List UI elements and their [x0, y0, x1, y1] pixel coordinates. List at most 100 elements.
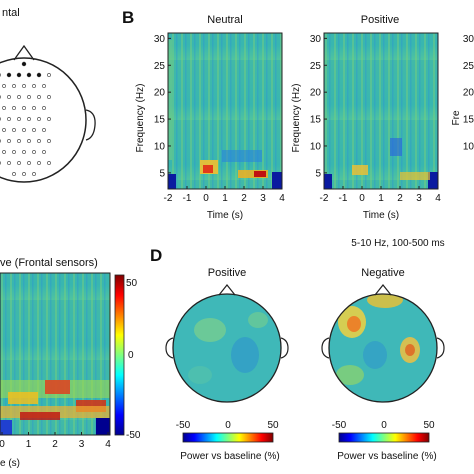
panel-c-colorbar	[114, 274, 125, 436]
tf-plot-ylabel: Frequency (Hz)	[291, 84, 302, 153]
sensor-dot	[47, 95, 51, 99]
sensor-dot	[16, 72, 22, 78]
tick-label: -1	[339, 193, 348, 204]
panel-c-colorbar-tick: 50	[126, 278, 138, 289]
colorbar-tick: -50	[332, 420, 347, 431]
tf-plot-xlabel: Time (s)	[207, 210, 243, 221]
tick-label: 2	[52, 439, 58, 450]
topomap-colorbar: -50 0 50 Power vs baseline (%)	[176, 420, 280, 462]
tick-label: -1	[183, 193, 192, 204]
tf-plot-partial: 30 25 20 15 10 Fre	[451, 34, 474, 153]
sensor-dot	[42, 84, 46, 88]
sensor-dot	[17, 161, 21, 165]
sensor-dot	[0, 95, 1, 99]
tick-label: 20	[463, 88, 474, 99]
sensor-dot	[2, 84, 6, 88]
tick-label: 10	[310, 141, 322, 152]
sensor-dot	[12, 106, 16, 110]
partial-ylabel: Fre	[451, 110, 462, 125]
sensor-dot	[47, 161, 51, 165]
sensor-dot	[22, 106, 26, 110]
sensor-dot	[0, 161, 1, 165]
tf-heatmap	[168, 33, 282, 189]
sensor-dot	[17, 139, 21, 143]
panel-a-head	[0, 44, 96, 183]
topomap-negative: Negative	[321, 267, 445, 403]
tick-label: 15	[154, 115, 166, 126]
tf-heatmap-features	[324, 138, 438, 189]
tick-label: 2	[241, 193, 247, 204]
sensor-dot	[37, 95, 41, 99]
sensor-dot	[2, 106, 6, 110]
tf-plot-yticks: 30 25 20 15 10 5	[310, 34, 327, 179]
partial-yticks: 30 25 20 15 10	[463, 34, 474, 153]
nose-icon	[374, 284, 392, 296]
tick-label: 1	[378, 193, 384, 204]
colorbar-tick: -50	[176, 420, 191, 431]
tick-label: 3	[79, 439, 85, 450]
colorbar-tick: 50	[267, 420, 279, 431]
sensor-dot	[7, 139, 11, 143]
sensor-dot	[27, 95, 31, 99]
tick-label: -2	[164, 193, 173, 204]
sensor-dot	[7, 161, 11, 165]
sensor-dot	[7, 117, 11, 121]
sensor-dot	[12, 128, 16, 132]
sensor-dot	[6, 72, 12, 78]
sensor-dot	[27, 161, 31, 165]
tick-label: 5	[159, 168, 165, 179]
tick-label: 2	[397, 193, 403, 204]
panel-c-title: ve (Frontal sensors)	[0, 257, 98, 269]
sensor-dot	[42, 106, 46, 110]
panel-d: D 5-10 Hz, 100-500 ms Positive Negative	[150, 238, 445, 462]
colorbar-label: Power vs baseline (%)	[337, 451, 436, 462]
panel-c: ve (Frontal sensors) 0 1 2 3 4 e (s) 50 0 -5…	[0, 257, 141, 469]
panel-d-letter: D	[150, 246, 162, 265]
tick-label: 25	[154, 61, 166, 72]
sensor-dot	[12, 172, 16, 176]
sensor-dot	[2, 128, 6, 132]
tick-label: 30	[310, 34, 322, 45]
sensor-dot	[32, 128, 36, 132]
sensor-dot	[0, 117, 1, 121]
tick-label: 1	[26, 439, 32, 450]
sensor-dot	[22, 172, 26, 176]
panel-c-xticks: 0 1 2 3 4	[0, 432, 111, 450]
colorbar-tick: 0	[225, 420, 231, 431]
colorbar-label: Power vs baseline (%)	[180, 451, 279, 462]
sensor-dot	[2, 150, 6, 154]
tick-label: 0	[359, 193, 365, 204]
tick-label: 20	[154, 88, 166, 99]
sensor-dot	[36, 72, 42, 78]
tf-plot-title: Positive	[361, 14, 400, 26]
colorbar-tick: 0	[381, 420, 387, 431]
nose-icon	[218, 284, 236, 296]
topomap-positive: Positive	[165, 267, 289, 403]
panel-d-condition: 5-10 Hz, 100-500 ms	[351, 238, 444, 249]
sensor-dot	[17, 95, 21, 99]
topomap-title: Negative	[361, 267, 404, 279]
topomap-colorbar: -50 0 50 Power vs baseline (%)	[332, 420, 437, 462]
tick-label: 10	[154, 141, 166, 152]
tick-label: 30	[154, 34, 166, 45]
tick-label: 10	[463, 141, 474, 152]
sensor-dot	[37, 161, 41, 165]
panel-a-nose	[13, 44, 35, 61]
sensor-dot	[37, 117, 41, 121]
tick-label: 20	[310, 88, 322, 99]
sensor-dot	[32, 150, 36, 154]
tf-plot-neutral: Neutral Frequency (Hz) 30 25 20 15 10 5 -2 -1 0…	[135, 14, 285, 221]
tick-label: 3	[260, 193, 266, 204]
sensor-dot	[21, 61, 27, 67]
sensor-dot	[47, 139, 51, 143]
tick-label: 4	[435, 193, 441, 204]
sensor-dot	[0, 73, 1, 77]
panel-a-title: ntal	[2, 7, 20, 19]
panel-c-heatmap-features	[0, 380, 110, 435]
tick-label: 15	[463, 115, 474, 126]
sensor-dot	[37, 139, 41, 143]
panel-a: ntal	[0, 7, 96, 183]
tf-heatmap-features	[168, 40, 282, 189]
tick-label: 25	[310, 61, 322, 72]
